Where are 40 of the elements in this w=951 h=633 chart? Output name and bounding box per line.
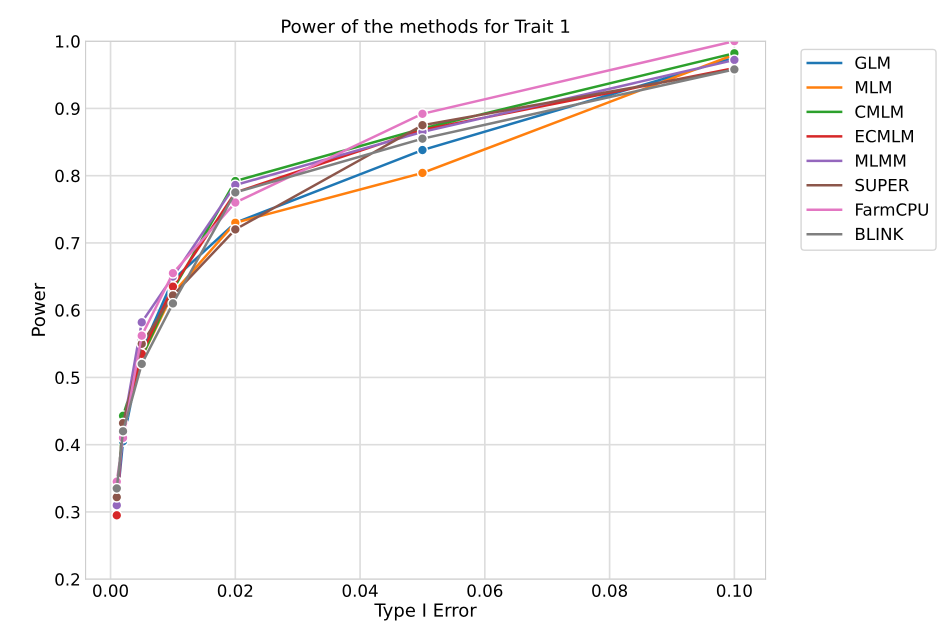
- chart-title: Power of the methods for Trait 1: [282, 19, 570, 34]
- point: [167, 298, 178, 309]
- point: [117, 426, 129, 437]
- x-axis-title: Type I Error: [374, 604, 477, 620]
- legend-label: MLM: [856, 81, 891, 94]
- point: [416, 144, 428, 156]
- point: [167, 268, 178, 279]
- x-tick-label: 0.02: [218, 584, 252, 597]
- point: [136, 316, 148, 328]
- x-tick-label: 0.08: [592, 584, 628, 597]
- y-tick-label: 0.5: [55, 371, 80, 384]
- y-tick-label: 0.7: [55, 236, 80, 250]
- legend-label: BLINK: [856, 228, 904, 240]
- legend-label: FarmCPU: [856, 203, 928, 216]
- x-tick-label: 0.00: [93, 584, 128, 597]
- y-axis-title: Power: [32, 282, 46, 336]
- legend-label: SUPER: [856, 178, 909, 192]
- x-tick-label: 0.10: [716, 584, 752, 597]
- point: [416, 108, 428, 120]
- point: [416, 167, 428, 179]
- point: [136, 358, 148, 370]
- point: [111, 510, 122, 521]
- legend-label: GLM: [855, 56, 890, 70]
- y-tick-label: 0.3: [55, 506, 80, 519]
- point: [230, 224, 241, 236]
- y-tick-label: 0.4: [55, 438, 80, 452]
- point: [111, 482, 122, 494]
- point: [416, 133, 428, 144]
- legend-label: MLMM: [856, 154, 906, 167]
- y-tick-label: 0.9: [55, 102, 80, 115]
- y-tick-label: 0.6: [55, 304, 80, 317]
- legend-label: ECMLM: [856, 130, 914, 142]
- y-tick-label: 1.0: [56, 35, 80, 48]
- point: [136, 330, 148, 342]
- legend-label: CMLM: [855, 105, 902, 118]
- point: [416, 120, 428, 131]
- y-tick-label: 0.8: [55, 170, 80, 182]
- x-tick-label: 0.06: [467, 584, 502, 597]
- y-tick-label: 0.2: [55, 573, 80, 586]
- x-tick-label: 0.04: [342, 584, 378, 597]
